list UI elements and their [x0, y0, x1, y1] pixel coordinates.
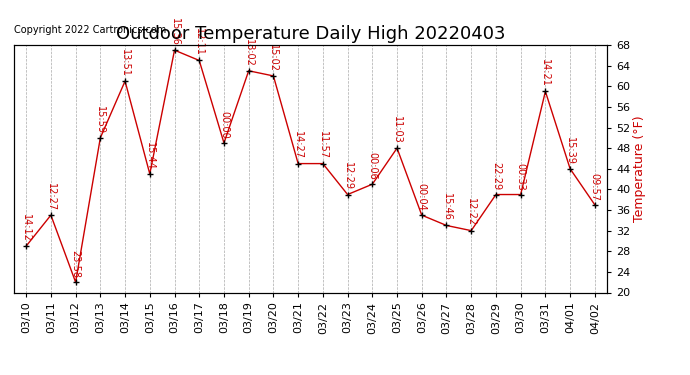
Text: 14:21: 14:21: [540, 59, 551, 87]
Text: 15:59: 15:59: [95, 106, 106, 134]
Text: 00:00: 00:00: [219, 111, 229, 139]
Text: 15:02: 15:02: [268, 44, 278, 72]
Text: 15:39: 15:39: [565, 137, 575, 165]
Text: Copyright 2022 Cartronics.com: Copyright 2022 Cartronics.com: [14, 25, 166, 35]
Text: 09:57: 09:57: [590, 172, 600, 201]
Text: 12:27: 12:27: [46, 183, 56, 211]
Text: 23:58: 23:58: [70, 250, 81, 278]
Text: 14:27: 14:27: [293, 131, 303, 159]
Text: 00:33: 00:33: [515, 163, 526, 190]
Y-axis label: Temperature (°F): Temperature (°F): [633, 116, 647, 222]
Text: 18:02: 18:02: [244, 39, 254, 67]
Text: 13:51: 13:51: [120, 49, 130, 77]
Text: 00:04: 00:04: [417, 183, 426, 211]
Text: 12:29: 12:29: [343, 162, 353, 190]
Text: 14:12: 14:12: [21, 214, 31, 242]
Text: 15:46: 15:46: [442, 194, 451, 221]
Text: 15:44: 15:44: [145, 142, 155, 170]
Text: 15:36: 15:36: [170, 18, 179, 46]
Text: 11:03: 11:03: [392, 116, 402, 144]
Text: 12:22: 12:22: [466, 198, 476, 226]
Text: 22:29: 22:29: [491, 162, 501, 190]
Text: 00:06: 00:06: [367, 152, 377, 180]
Text: 12:11: 12:11: [195, 28, 204, 56]
Text: 11:57: 11:57: [318, 131, 328, 159]
Title: Outdoor Temperature Daily High 20220403: Outdoor Temperature Daily High 20220403: [116, 26, 505, 44]
